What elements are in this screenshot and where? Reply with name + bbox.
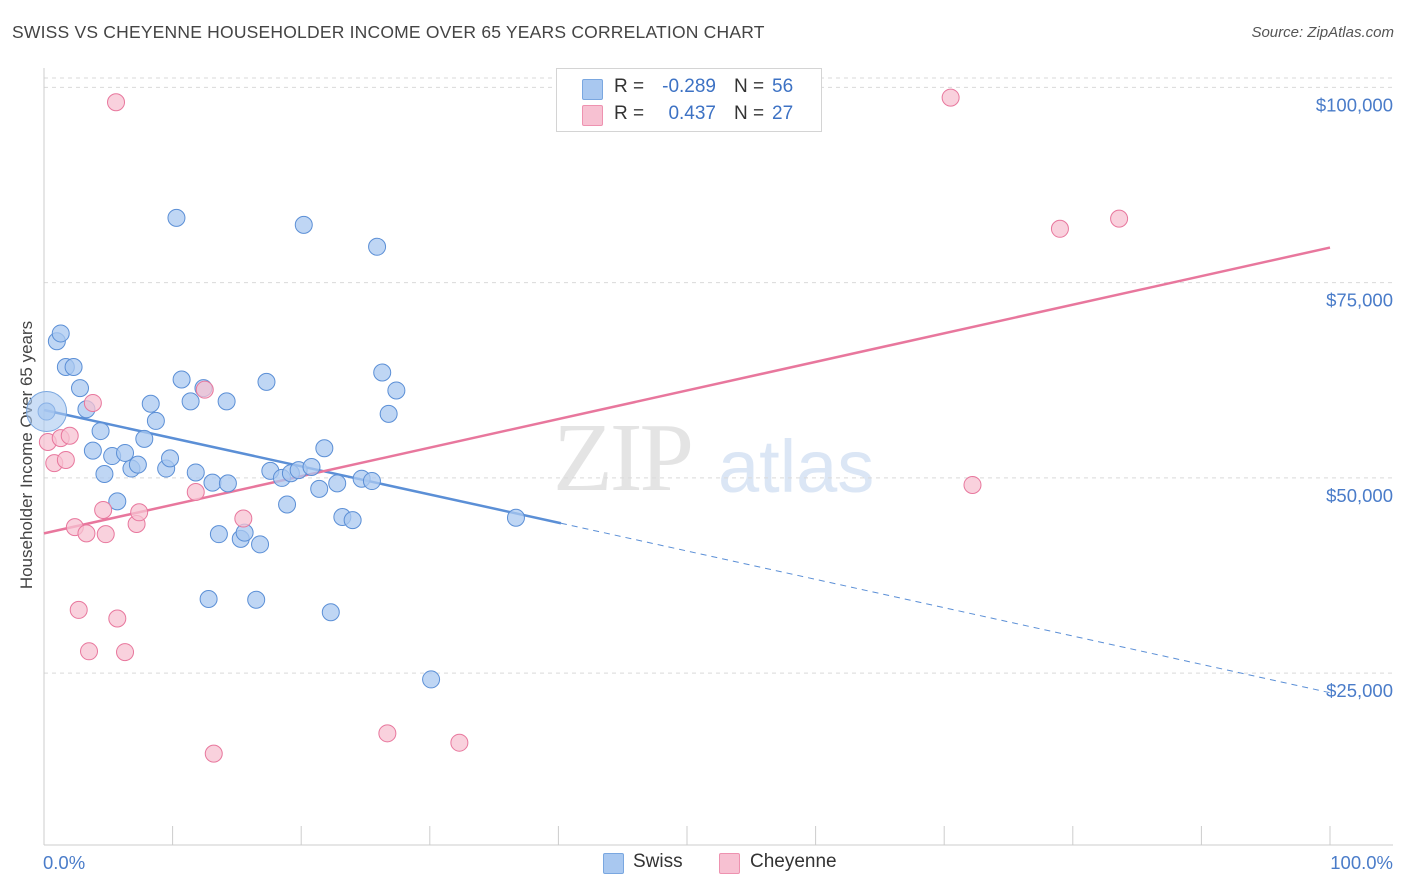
swiss-point: [328, 474, 347, 493]
swiss-point: [368, 237, 387, 256]
bottom-legend-swatch-cheyenne: [719, 853, 740, 874]
swiss-point: [51, 324, 70, 343]
data-points: [26, 88, 1129, 763]
legend-n-value-cheyenne: 27: [772, 103, 794, 124]
legend-n-value-swiss: 56: [772, 76, 794, 97]
swiss-point: [172, 370, 191, 389]
swiss-point: [257, 372, 276, 391]
cheyenne-point: [80, 642, 99, 661]
legend-n-label: N =: [734, 76, 765, 97]
gridlines: [44, 77, 1393, 674]
legend-r-value-swiss: -0.289: [662, 76, 716, 97]
legend-row-cheyenne: R = 0.437 N = 27: [557, 103, 821, 129]
chart-title: SWISS VS CHEYENNE HOUSEHOLDER INCOME OVE…: [12, 22, 765, 42]
swiss-trend-line-dashed: [560, 522, 1331, 694]
swiss-point: [217, 392, 236, 411]
cheyenne-point: [378, 724, 397, 743]
legend-row-swiss: R = -0.289 N = 56: [557, 76, 821, 102]
legend-r-label: R =: [614, 103, 645, 124]
legend-swatch-cheyenne: [582, 105, 603, 126]
swiss-point: [387, 381, 406, 400]
swiss-point: [315, 439, 334, 458]
swiss-point: [199, 589, 218, 608]
y-tick-label: $50,000: [1326, 485, 1393, 506]
cheyenne-trend-line: [43, 246, 1331, 535]
cheyenne-point: [941, 88, 960, 107]
swiss-point: [302, 457, 321, 476]
cheyenne-point: [94, 500, 113, 519]
swiss-point: [218, 474, 237, 493]
swiss-point: [251, 535, 270, 554]
swiss-point: [167, 208, 186, 227]
cheyenne-point: [56, 450, 75, 469]
y-tick-labels: $100,000 $75,000 $50,000 $25,000: [1316, 94, 1393, 701]
swiss-point: [203, 473, 222, 492]
swiss-point: [186, 463, 205, 482]
swiss-point: [141, 394, 160, 413]
cheyenne-point: [204, 744, 223, 763]
cheyenne-point: [60, 426, 79, 445]
swiss-point: [362, 472, 381, 491]
legend-n-label: N =: [734, 103, 765, 124]
swiss-point: [321, 603, 340, 622]
trend-lines: [43, 246, 1331, 694]
swiss-point: [278, 495, 297, 514]
cheyenne-point: [107, 93, 126, 112]
swiss-point: [95, 465, 114, 484]
cheyenne-point: [108, 609, 127, 628]
y-tick-label: $100,000: [1316, 94, 1393, 115]
swiss-point: [506, 508, 525, 527]
cheyenne-point: [963, 475, 982, 494]
cheyenne-point: [186, 482, 205, 501]
swiss-point: [422, 670, 441, 689]
x-tick-labels: 0.0% 100.0%: [43, 852, 1393, 873]
cheyenne-point: [195, 380, 214, 399]
swiss-point: [373, 363, 392, 382]
swiss-point: [108, 492, 127, 511]
swiss-point: [161, 449, 180, 468]
swiss-point: [83, 441, 102, 460]
cheyenne-point: [77, 524, 96, 543]
swiss-point: [310, 479, 329, 498]
swiss-point: [71, 379, 90, 398]
watermark-zip: ZIP: [553, 404, 694, 512]
swiss-point: [181, 392, 200, 411]
x-tick-label: 100.0%: [1330, 852, 1393, 873]
swiss-point: [209, 525, 228, 544]
swiss-point: [128, 455, 147, 474]
stats-legend: R = -0.289 N = 56 R = 0.437 N = 27: [556, 68, 822, 132]
bottom-legend-cheyenne: Cheyenne: [750, 851, 837, 872]
cheyenne-point: [450, 733, 469, 752]
swiss-point: [91, 422, 110, 441]
legend-swatch-swiss: [582, 79, 603, 100]
cheyenne-point: [83, 393, 102, 412]
cheyenne-point: [1050, 219, 1069, 238]
cheyenne-point: [116, 643, 135, 662]
swiss-point: [135, 429, 154, 448]
swiss-point: [379, 404, 398, 423]
y-tick-label: $25,000: [1326, 680, 1393, 701]
swiss-point: [64, 358, 83, 377]
swiss-point: [343, 511, 362, 530]
legend-r-value-cheyenne: 0.437: [668, 103, 716, 124]
swiss-point: [146, 411, 165, 430]
cheyenne-point: [234, 509, 253, 528]
legend-r-label: R =: [614, 76, 645, 97]
y-tick-label: $75,000: [1326, 290, 1393, 311]
watermark-atlas: atlas: [718, 425, 875, 508]
cheyenne-point: [69, 600, 88, 619]
cheyenne-point: [96, 525, 115, 544]
swiss-point: [294, 215, 313, 234]
bottom-legend-swiss: Swiss: [633, 851, 683, 872]
cheyenne-point: [1110, 209, 1129, 228]
source-label: Source: ZipAtlas.com: [1251, 24, 1394, 41]
cheyenne-point: [130, 503, 149, 522]
swiss-point: [247, 590, 266, 609]
x-tick-label: 0.0%: [43, 852, 85, 873]
swiss-point: [116, 443, 135, 462]
axes: [43, 68, 1393, 846]
swiss-point-large: [26, 391, 68, 433]
bottom-legend-swatch-swiss: [603, 853, 624, 874]
